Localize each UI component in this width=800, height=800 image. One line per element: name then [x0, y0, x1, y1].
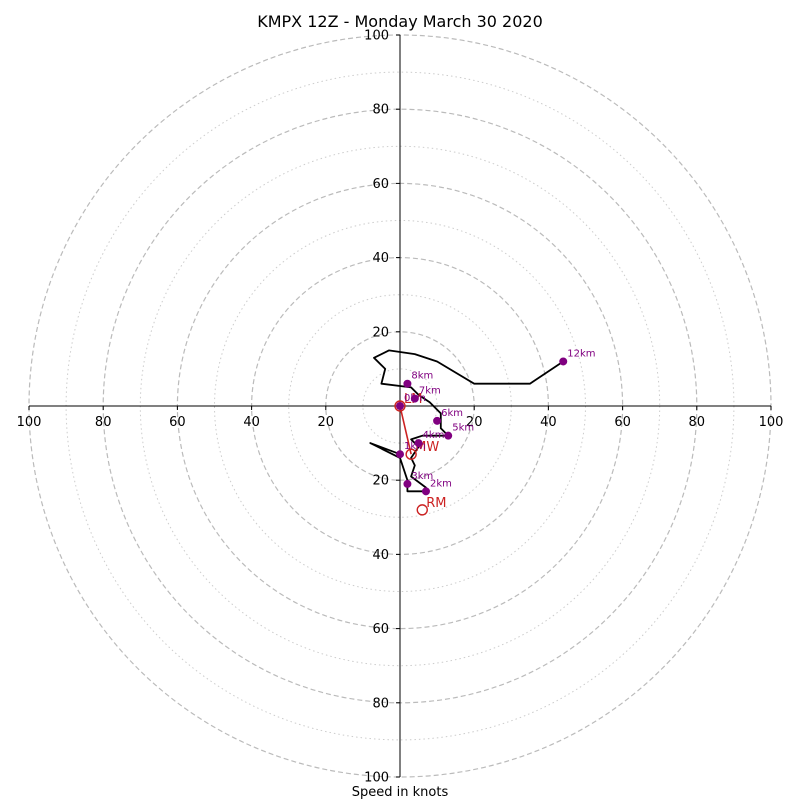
x-axis-label: Speed in knots: [352, 785, 449, 800]
height-label-8km: 8km: [411, 371, 433, 382]
storm-motion-mw-marker: [405, 448, 417, 460]
x-tick-label: 80: [95, 415, 112, 430]
height-label-5km: 5km: [452, 423, 474, 434]
x-tick-label: 60: [614, 415, 631, 430]
x-tick-label: 60: [169, 415, 186, 430]
y-tick-label: 40: [372, 548, 389, 563]
shear-vector: [399, 405, 412, 455]
x-tick-label: 40: [540, 415, 557, 430]
height-marker-8km: [403, 379, 412, 388]
x-tick-label: 40: [243, 415, 260, 430]
height-label-4km: 4km: [423, 430, 445, 441]
y-tick-label: 60: [372, 622, 389, 637]
y-tick-label: 100: [364, 771, 389, 786]
height-marker-4km: [414, 439, 423, 448]
height-label-2km: 2km: [430, 478, 452, 489]
storm-motion-rm-label: RM: [426, 496, 446, 511]
height-label-1km: 1km: [404, 441, 426, 452]
hodograph-trace: [369, 349, 564, 493]
height-marker-1km: [396, 450, 404, 459]
y-tick-label: 20: [372, 325, 389, 340]
x-tick-label: 80: [689, 415, 706, 430]
height-marker-0km: [396, 402, 404, 410]
height-label-7km: 7km: [419, 386, 441, 397]
x-tick-label: 100: [17, 415, 42, 430]
y-tick-label: 80: [372, 103, 389, 118]
hodograph-line: [369, 349, 564, 493]
y-tick-label: 60: [372, 177, 389, 192]
height-label-12km: 12km: [567, 348, 595, 359]
height-label-0km: 0km: [404, 393, 426, 404]
y-tick-label: 100: [364, 29, 389, 44]
y-tick-label: 40: [372, 251, 389, 266]
storm-motion-lm-marker: [394, 400, 406, 412]
height-marker-3km: [403, 479, 412, 488]
height-marker-12km: [559, 357, 568, 366]
x-tick-label: 100: [759, 415, 784, 430]
height-marker-6km: [433, 416, 442, 425]
height-marker-7km: [410, 394, 419, 403]
height-marker-5km: [444, 431, 453, 440]
chart-title: KMPX 12Z - Monday March 30 2020: [257, 12, 543, 31]
x-tick-label: 20: [466, 415, 483, 430]
x-tick-label: 20: [318, 415, 335, 430]
y-tick-label: 20: [372, 474, 389, 489]
tick-labels: 100 80 60 40 20 20 40 60 80 100 100 80 60 40 20 20 40 60 8…: [17, 29, 784, 786]
y-tick-label: 80: [372, 696, 389, 711]
storm-motion-rm-marker: [416, 504, 428, 516]
height-label-3km: 3km: [411, 471, 433, 482]
height-marker-2km: [421, 487, 430, 496]
height-label-6km: 6km: [441, 408, 463, 419]
